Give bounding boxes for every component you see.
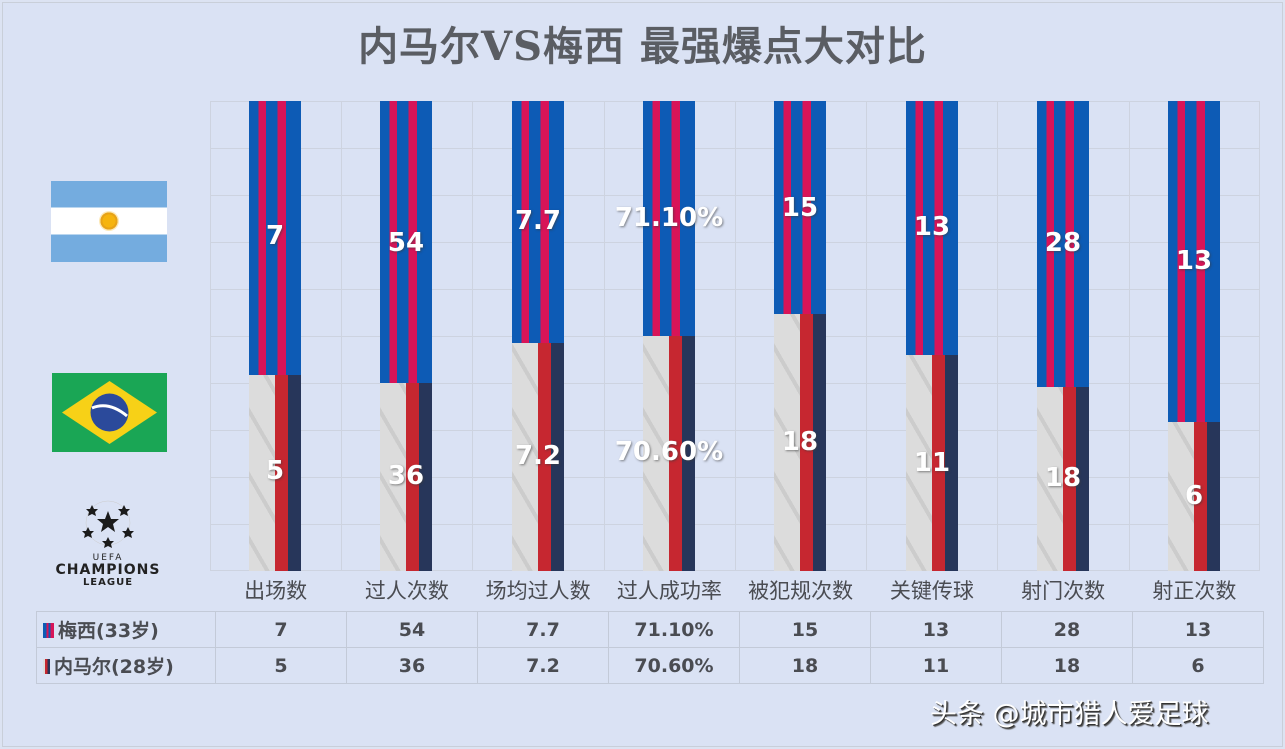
gridline-v — [341, 101, 342, 571]
data-label-messi: 15 — [781, 193, 819, 223]
data-label-messi: 28 — [1044, 228, 1082, 258]
legend-neymar: 内马尔(28岁) — [36, 647, 216, 684]
table-cell: 71.10% — [608, 611, 740, 648]
table-cell: 11 — [870, 647, 1002, 684]
category-label: 场均过人数 — [485, 579, 591, 603]
bar-neymar[interactable] — [774, 314, 826, 571]
bar-messi[interactable] — [774, 101, 826, 314]
category-label: 关键传球 — [889, 579, 974, 603]
argentina-flag-icon — [51, 181, 167, 262]
bar-neymar[interactable] — [1037, 387, 1089, 571]
legend-swatch-messi-icon — [43, 623, 54, 638]
bar-messi[interactable] — [1037, 101, 1089, 387]
gridline-v — [472, 101, 473, 571]
table-cell: 18 — [739, 647, 871, 684]
gridline-v — [1129, 101, 1130, 571]
uefa-text: UEFA — [92, 553, 124, 563]
data-label-messi: 71.10% — [614, 203, 724, 233]
bar-messi[interactable] — [512, 101, 564, 343]
bar-messi[interactable] — [643, 101, 695, 336]
bar-messi[interactable] — [380, 101, 432, 383]
table-cell: 7.7 — [477, 611, 609, 648]
brazil-flag-icon — [52, 373, 167, 452]
table-cell: 70.60% — [608, 647, 740, 684]
bar-group-appearances[interactable]: 7 5 — [249, 101, 301, 571]
gridline-v — [735, 101, 736, 571]
table-cell: 7.2 — [477, 647, 609, 684]
legend-label: 内马尔(28岁) — [54, 656, 174, 678]
category-label: 射门次数 — [1021, 579, 1106, 603]
bar-neymar[interactable] — [249, 375, 301, 571]
bar-group-dribbles-per-game[interactable]: 7.7 7.2 — [512, 101, 564, 571]
data-table: 梅西(33岁) 7 54 7.7 71.10% 15 13 28 13 内马尔(… — [36, 611, 1264, 684]
table-row-neymar: 内马尔(28岁) 5 36 7.2 70.60% 18 11 18 6 — [36, 647, 1264, 684]
champions-league-logo: UEFA CHAMPIONS LEAGUE — [42, 497, 174, 601]
bar-neymar[interactable] — [1168, 422, 1220, 571]
data-label-messi: 7 — [265, 221, 285, 251]
category-label: 过人成功率 — [616, 579, 722, 603]
gridline-v — [997, 101, 998, 571]
data-label-messi: 13 — [1175, 246, 1213, 276]
gridline-v — [604, 101, 605, 571]
data-label-messi: 54 — [387, 228, 425, 258]
starball-icon — [82, 500, 134, 548]
gridline-v — [866, 101, 867, 571]
legend-messi: 梅西(33岁) — [36, 611, 216, 648]
bar-group-key-passes[interactable]: 13 11 — [906, 101, 958, 571]
legend-swatch-neymar-icon — [43, 659, 50, 674]
table-cell: 36 — [346, 647, 478, 684]
plot-area: 7 5 54 36 7.7 7.2 71.10% 70.60% 15 18 13… — [210, 101, 1260, 571]
table-row-messi: 梅西(33岁) 7 54 7.7 71.10% 15 13 28 13 — [36, 611, 1264, 648]
data-label-neymar: 7.2 — [514, 441, 562, 471]
bar-messi[interactable] — [249, 101, 301, 375]
category-label: 射正次数 — [1152, 579, 1237, 603]
category-axis: 出场数 过人次数 场均过人数 过人成功率 被犯规次数 关键传球 射门次数 射正次… — [210, 573, 1260, 610]
gridline-v — [210, 101, 211, 571]
bar-group-dribbles[interactable]: 54 36 — [380, 101, 432, 571]
bar-neymar[interactable] — [643, 336, 695, 571]
bar-group-shots[interactable]: 28 18 — [1037, 101, 1089, 571]
data-label-neymar: 36 — [387, 461, 425, 491]
bar-group-dribble-success-rate[interactable]: 71.10% 70.60% — [615, 101, 723, 571]
chart-title: 内马尔VS梅西 最强爆点大对比 — [358, 23, 927, 70]
category-label: 被犯规次数 — [748, 579, 854, 603]
table-cell: 5 — [215, 647, 347, 684]
table-cell: 7 — [215, 611, 347, 648]
data-label-neymar: 11 — [913, 448, 951, 478]
table-cell: 54 — [346, 611, 478, 648]
table-cell: 13 — [870, 611, 1002, 648]
table-cell: 15 — [739, 611, 871, 648]
category-label: 过人次数 — [364, 579, 449, 603]
table-cell: 18 — [1001, 647, 1133, 684]
data-label-messi: 7.7 — [514, 206, 562, 236]
champions-text: CHAMPIONS — [55, 562, 161, 578]
table-cell: 28 — [1001, 611, 1133, 648]
bar-neymar[interactable] — [906, 355, 958, 571]
data-label-neymar: 18 — [1044, 463, 1082, 493]
data-label-neymar: 18 — [781, 427, 819, 457]
data-label-neymar: 5 — [265, 456, 285, 486]
data-label-neymar: 70.60% — [614, 437, 724, 467]
bar-group-fouls-suffered[interactable]: 15 18 — [774, 101, 826, 571]
league-text: LEAGUE — [82, 577, 134, 588]
bar-neymar[interactable] — [380, 383, 432, 571]
bar-messi[interactable] — [906, 101, 958, 355]
watermark: 头条 @城市猎人爱足球 — [930, 699, 1209, 730]
bar-neymar[interactable] — [512, 343, 564, 571]
bar-messi[interactable] — [1168, 101, 1220, 422]
category-label: 出场数 — [244, 579, 308, 603]
table-cell: 6 — [1132, 647, 1264, 684]
legend-label: 梅西(33岁) — [58, 620, 159, 642]
sun-of-may-icon — [99, 211, 119, 231]
gridline-v — [1259, 101, 1260, 571]
data-label-neymar: 6 — [1184, 481, 1204, 511]
table-cell: 13 — [1132, 611, 1264, 648]
bar-group-shots-on-target[interactable]: 13 6 — [1168, 101, 1220, 571]
data-label-messi: 13 — [913, 212, 951, 242]
